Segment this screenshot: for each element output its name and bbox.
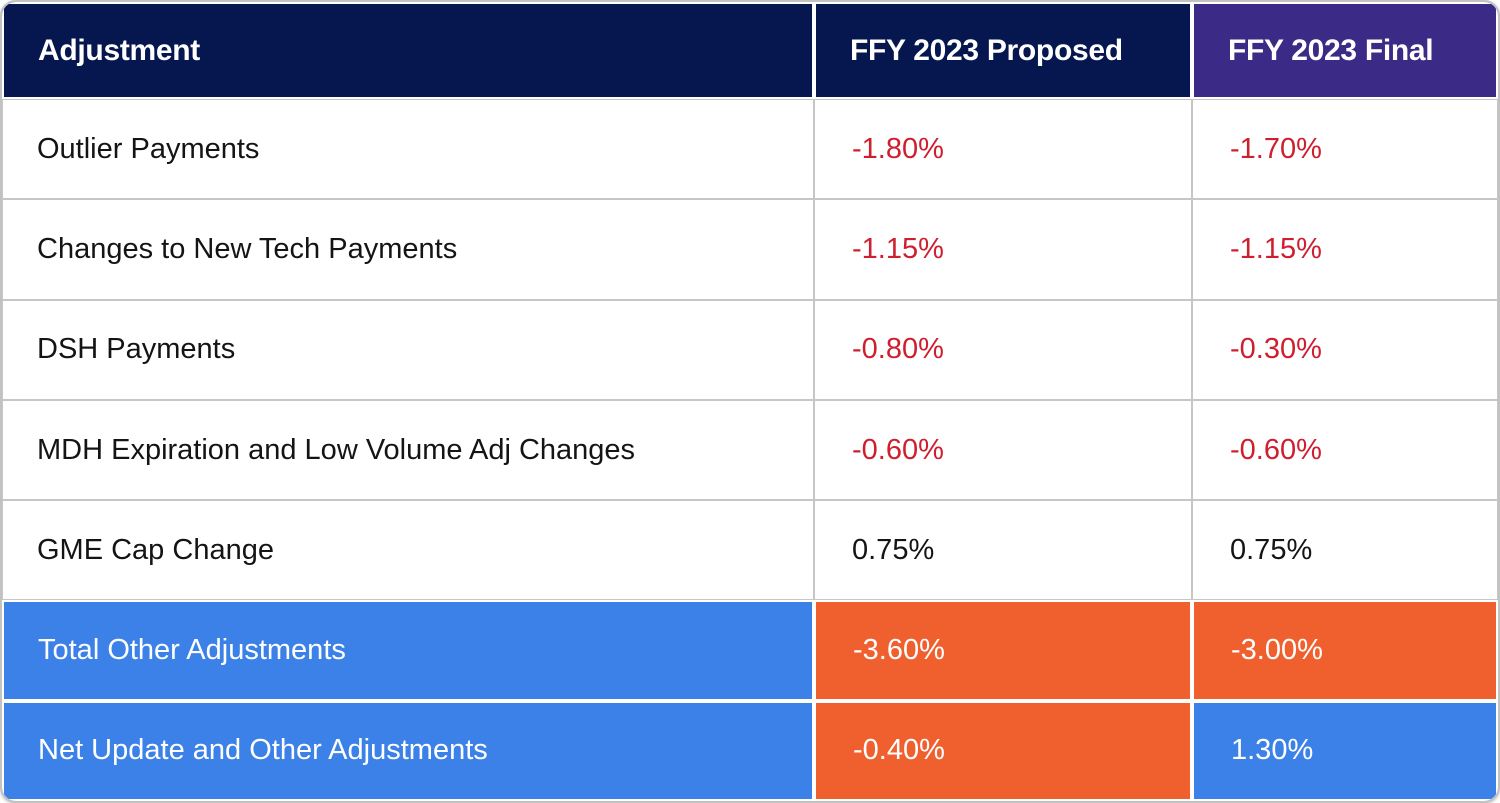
final-value: -1.15% [1192, 199, 1498, 300]
table-row-dsh-payments: DSH Payments -0.80% -0.30% [2, 299, 1498, 400]
proposed-value: -3.60% [814, 600, 1192, 701]
proposed-value: 0.75% [814, 500, 1192, 601]
row-label: GME Cap Change [2, 500, 814, 601]
row-label: Outlier Payments [2, 99, 814, 200]
final-value: -3.00% [1192, 600, 1498, 701]
row-label: Net Update and Other Adjustments [2, 700, 814, 801]
final-value: -1.70% [1192, 99, 1498, 200]
row-label: MDH Expiration and Low Volume Adj Change… [2, 399, 814, 501]
table-row-gme-cap-change: GME Cap Change 0.75% 0.75% [2, 500, 1498, 601]
table-row-net-update-other-adjustments: Net Update and Other Adjustments -0.40% … [2, 700, 1498, 801]
proposed-value: -1.80% [814, 99, 1192, 200]
proposed-value: -0.80% [814, 299, 1192, 400]
table-row-new-tech-payments: Changes to New Tech Payments -1.15% -1.1… [2, 199, 1498, 300]
final-value: 1.30% [1192, 700, 1498, 801]
table-row-outlier-payments: Outlier Payments -1.80% -1.70% [2, 99, 1498, 200]
row-label: DSH Payments [2, 299, 814, 400]
row-label: Total Other Adjustments [2, 600, 814, 701]
column-header-adjustment: Adjustment [2, 2, 814, 100]
column-header-ffy-2023-final: FFY 2023 Final [1192, 2, 1498, 100]
final-value: -0.30% [1192, 299, 1498, 400]
row-label: Changes to New Tech Payments [2, 199, 814, 300]
table-row-total-other-adjustments: Total Other Adjustments -3.60% -3.00% [2, 600, 1498, 701]
final-value: -0.60% [1192, 399, 1498, 501]
proposed-value: -0.40% [814, 700, 1192, 801]
proposed-value: -1.15% [814, 199, 1192, 300]
table-row-mdh-expiration: MDH Expiration and Low Volume Adj Change… [2, 399, 1498, 501]
table-header-row: Adjustment FFY 2023 Proposed FFY 2023 Fi… [2, 2, 1498, 100]
final-value: 0.75% [1192, 500, 1498, 601]
proposed-value: -0.60% [814, 399, 1192, 501]
column-header-ffy-2023-proposed: FFY 2023 Proposed [814, 2, 1192, 100]
